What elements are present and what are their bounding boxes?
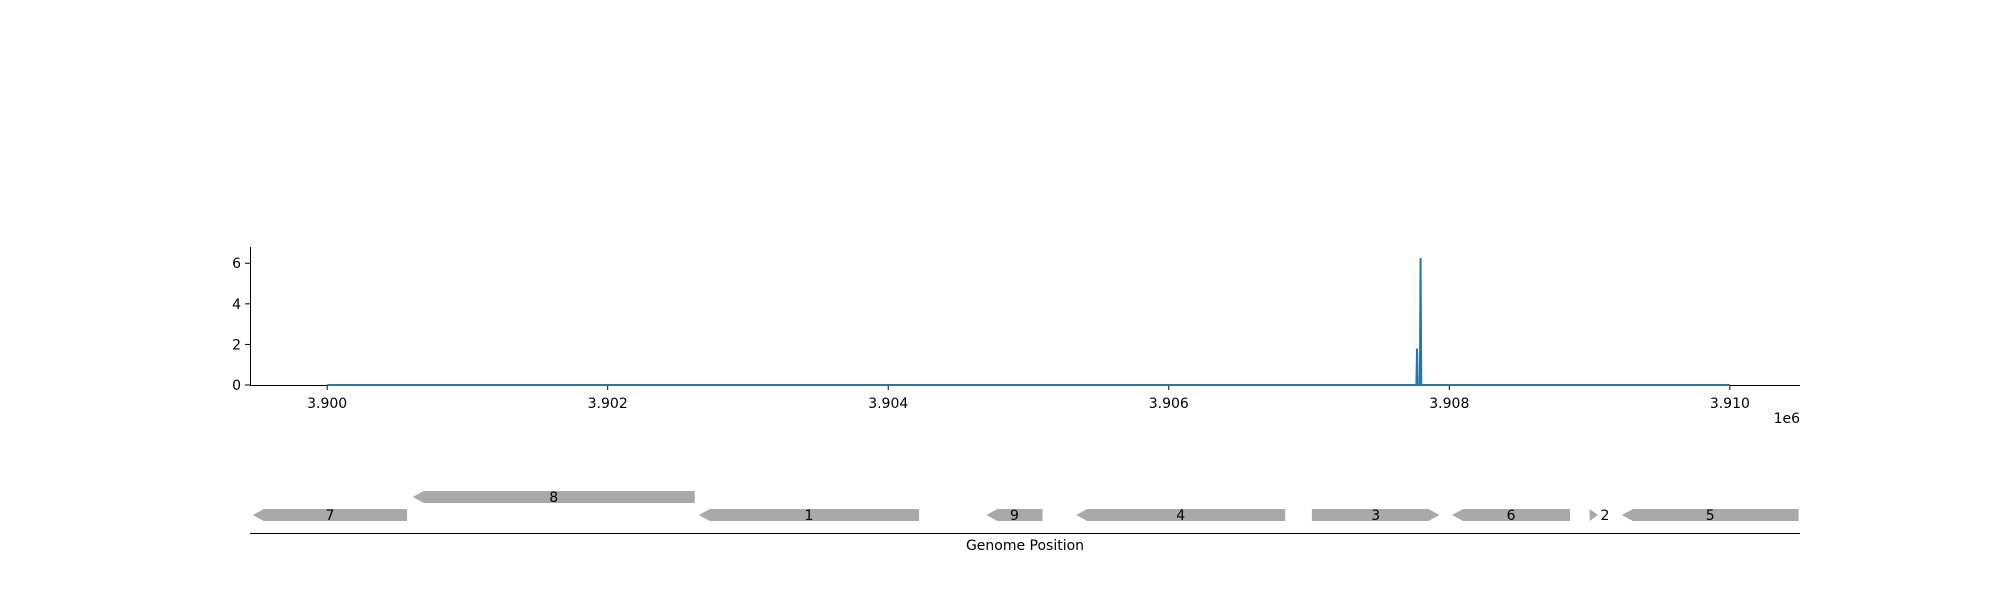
gene-label: 8 xyxy=(549,490,558,506)
gene-label: 5 xyxy=(1706,508,1715,524)
gene-feature-1 xyxy=(698,509,920,521)
y-tick-label: 2 xyxy=(232,337,241,353)
coverage-axes: 0 2 4 6 3.900 3.902 3.904 3.906 3.908 3.910 1e6 xyxy=(232,247,1800,427)
gene-feature-9 xyxy=(986,509,1043,521)
gene-label: 2 xyxy=(1601,508,1610,524)
gene-label: 9 xyxy=(1010,508,1019,524)
y-ticks: 0 2 4 6 xyxy=(232,256,250,394)
x-tick-label: 3.906 xyxy=(1149,396,1189,412)
x-tick-label: 3.902 xyxy=(588,396,628,412)
gene-feature-4 xyxy=(1076,509,1286,521)
coverage-line xyxy=(327,258,1730,386)
x-tick-label: 3.904 xyxy=(868,396,908,412)
gene-label: 6 xyxy=(1507,508,1516,524)
y-tick-label: 0 xyxy=(232,378,241,394)
x-offset-label: 1e6 xyxy=(1774,411,1801,427)
gene-feature-2 xyxy=(1589,509,1598,521)
x-tick-label: 3.910 xyxy=(1710,396,1750,412)
gene-feature-5 xyxy=(1621,509,1799,521)
gene-feature-6 xyxy=(1452,509,1570,521)
gene-label: 3 xyxy=(1371,508,1380,524)
coverage-series xyxy=(327,258,1730,386)
gene-label: 7 xyxy=(325,508,334,524)
gene-feature-3 xyxy=(1311,509,1440,521)
gene-label: 4 xyxy=(1176,508,1185,524)
x-ticks: 3.900 3.902 3.904 3.906 3.908 3.910 xyxy=(307,385,1750,412)
y-tick-label: 6 xyxy=(232,256,241,272)
gene-label: 1 xyxy=(805,508,814,524)
x-axis-label: Genome Position xyxy=(966,538,1084,554)
x-tick-label: 3.908 xyxy=(1429,396,1469,412)
x-tick-label: 3.900 xyxy=(307,396,347,412)
y-tick-label: 4 xyxy=(232,297,241,313)
gene-track: 7 8 1 9 4 3 6 2 5 xyxy=(252,490,1799,524)
gene-feature-8 xyxy=(412,491,695,503)
gene-feature-7 xyxy=(252,509,408,521)
